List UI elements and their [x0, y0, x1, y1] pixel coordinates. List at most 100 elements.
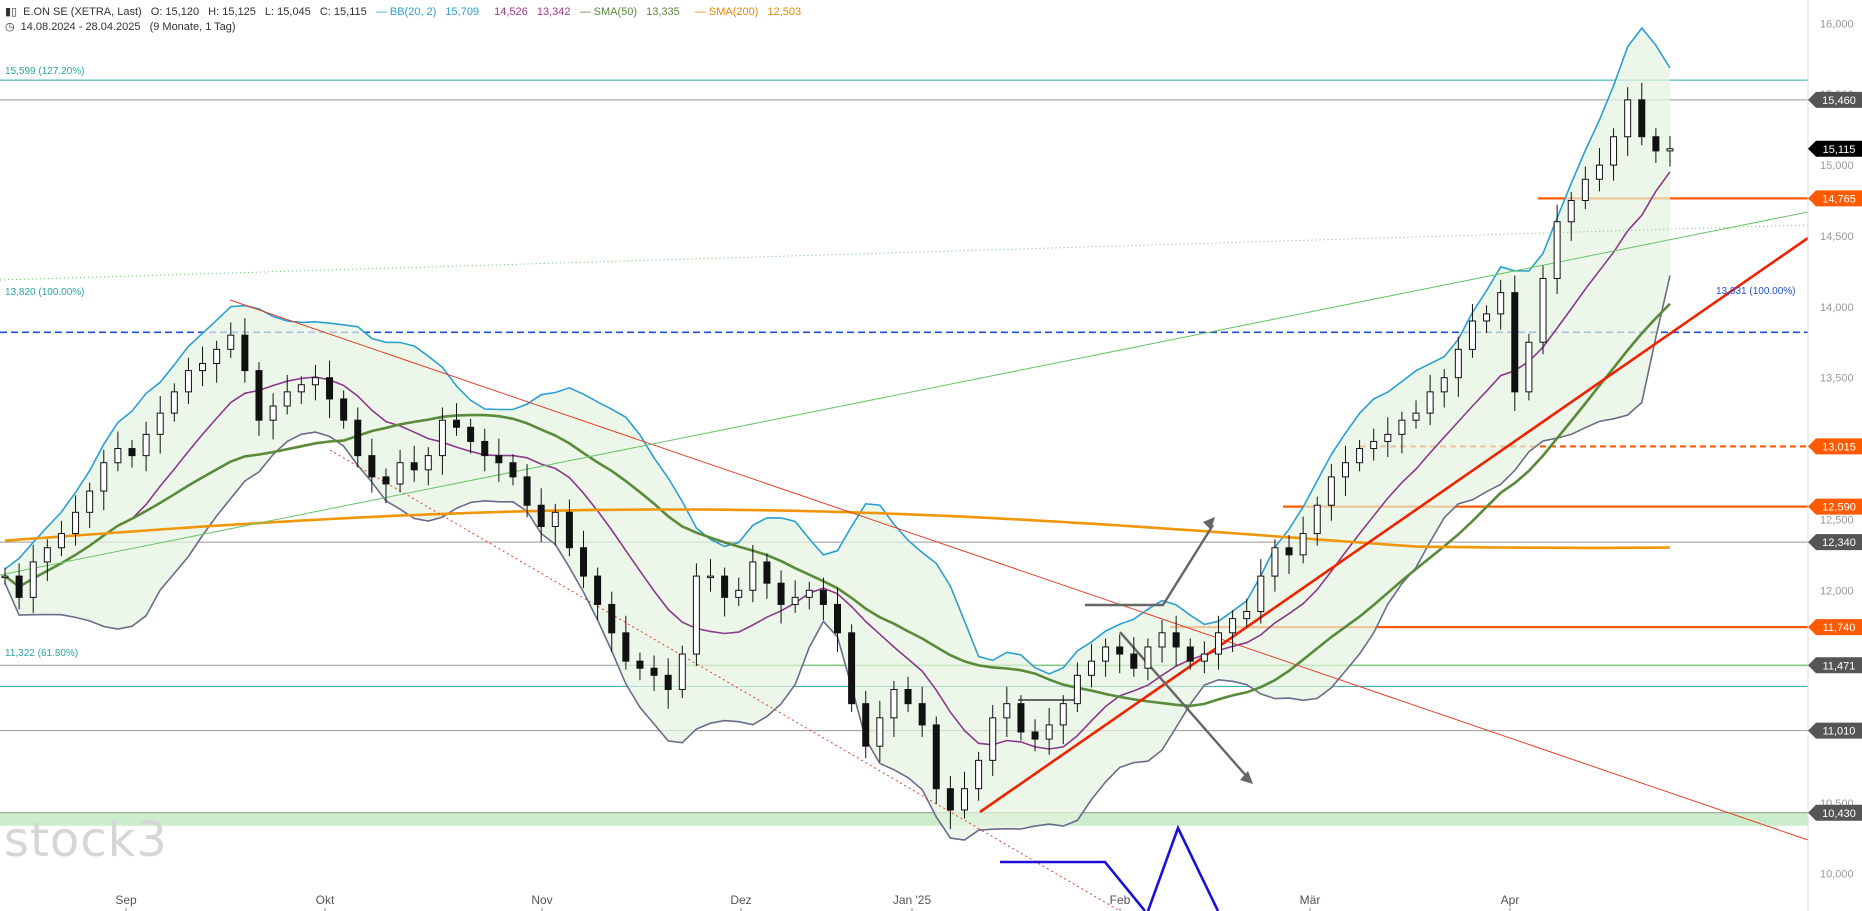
bb-lower: 13,342 [536, 6, 571, 18]
candle-body [580, 547, 588, 577]
candle-body [1158, 632, 1166, 648]
candle-body [1299, 533, 1307, 556]
candle-body [735, 589, 743, 598]
candle-body [1243, 611, 1251, 620]
price-tag-label: 14,765 [1822, 193, 1856, 205]
stock3-logo: stock3 [4, 812, 168, 868]
candle-body [1652, 136, 1660, 152]
candle-body [1638, 99, 1646, 138]
sma200-label[interactable]: — SMA(200) 12,503 [694, 6, 802, 18]
candle-body [1130, 653, 1138, 669]
bb-name: BB(20, 2) [389, 6, 437, 18]
candle-body [678, 653, 686, 690]
low-value: L: 15,045 [264, 6, 311, 18]
sma50-label[interactable]: — SMA(50) 13,335 [579, 6, 680, 18]
price-tag-label: 15,115 [1823, 144, 1856, 156]
candle-body [650, 667, 658, 676]
price-tag: 15,115 [1808, 140, 1862, 157]
candle-body [368, 455, 376, 478]
price-tag: 11,010 [1808, 722, 1862, 739]
candle-body [537, 504, 545, 527]
candlestick-icon: ▮▯ [5, 6, 18, 18]
candle-body [1102, 646, 1110, 662]
candle-body [946, 788, 954, 811]
candle-body [1229, 618, 1237, 634]
candle-body [184, 370, 192, 393]
candle-body [1384, 433, 1392, 442]
price-tag-bg [1808, 91, 1862, 108]
candle-body [848, 632, 856, 705]
candle-body [1567, 200, 1575, 223]
price-tag-bg [1808, 619, 1862, 636]
sma50-name: SMA(50) [593, 6, 638, 18]
price-tag-bg [1808, 534, 1862, 551]
x-tick-label: Feb [1110, 893, 1131, 907]
support-trendline [979, 236, 1809, 814]
clock-icon: ◷ [5, 21, 15, 33]
close-value: C: 15,115 [319, 6, 367, 18]
candle-body [424, 455, 432, 471]
x-tick-label: Nov [531, 893, 552, 907]
open-value: O: 15,120 [150, 6, 200, 18]
price-tag: 12,590 [1808, 498, 1862, 515]
period-text: (9 Monate, 1 Tag) [149, 21, 236, 33]
candle-body [15, 575, 23, 598]
price-tag: 11,471 [1808, 657, 1862, 674]
price-tag-bg [1808, 657, 1862, 674]
candle-body [354, 419, 362, 457]
candle-body [1073, 674, 1081, 705]
price-tag-bg [1808, 190, 1862, 207]
candle-body [382, 476, 390, 485]
bb-upper-line [4, 26, 1671, 675]
range-row: ◷ 14.08.2024 - 28.04.2025 (9 Monate, 1 Ta… [5, 20, 813, 35]
candle-body [1525, 341, 1533, 393]
candle-body [1440, 377, 1448, 393]
candle-body [1454, 348, 1462, 379]
price-tag: 11,740 [1808, 619, 1862, 636]
projection-down [1119, 631, 1249, 779]
candle-body [523, 476, 531, 506]
bb-mid: 14,526 [494, 6, 528, 18]
x-tick-label: Okt [316, 893, 335, 907]
price-tag: 15,460 [1808, 91, 1862, 108]
x-tick-label: Sep [115, 893, 137, 907]
candle-body [100, 462, 108, 492]
candle-body [43, 547, 51, 563]
x-tick-label: Jan '25 [893, 893, 932, 907]
x-tick-label: Apr [1501, 893, 1520, 907]
price-tag-label: 11,471 [1823, 660, 1856, 672]
candle-body [1412, 412, 1420, 421]
candle-body [438, 419, 446, 457]
y-tick-label: 16,000 [1820, 18, 1854, 30]
candle-body [551, 511, 559, 527]
candle-body [283, 391, 291, 407]
price-tag: 14,765 [1808, 190, 1862, 207]
candle-body [1031, 731, 1039, 740]
blue-indicator-2 [1146, 824, 1220, 911]
candle-body [960, 788, 968, 811]
candle-body [1087, 660, 1095, 676]
candle-body [1144, 646, 1152, 669]
x-tick-label: Dez [730, 893, 751, 907]
bb-upper: 15,709 [445, 6, 480, 18]
support-zone [0, 811, 1808, 826]
candle-body [453, 419, 461, 428]
candle-body [1581, 178, 1589, 202]
candle-body [199, 363, 207, 372]
candle-body [707, 575, 715, 579]
candle-body [763, 561, 771, 584]
candle-body [749, 561, 757, 591]
bb-label[interactable]: — BB(20, 2) 15,709 [375, 6, 480, 18]
candle-body [862, 703, 870, 747]
candle-body [1214, 632, 1222, 655]
candle-body [72, 511, 80, 535]
candle-body [904, 688, 912, 705]
symbol-name: E.ON SE (XETRA, Last) [23, 6, 142, 18]
candle-body [311, 377, 319, 386]
candle-body [481, 440, 489, 457]
price-tag-bg [1808, 498, 1862, 515]
price-axis: 10,00010,50011,00011,50012,00012,50013,0… [1807, 0, 1862, 911]
candle-body [918, 703, 926, 726]
candle-body [1045, 724, 1053, 740]
